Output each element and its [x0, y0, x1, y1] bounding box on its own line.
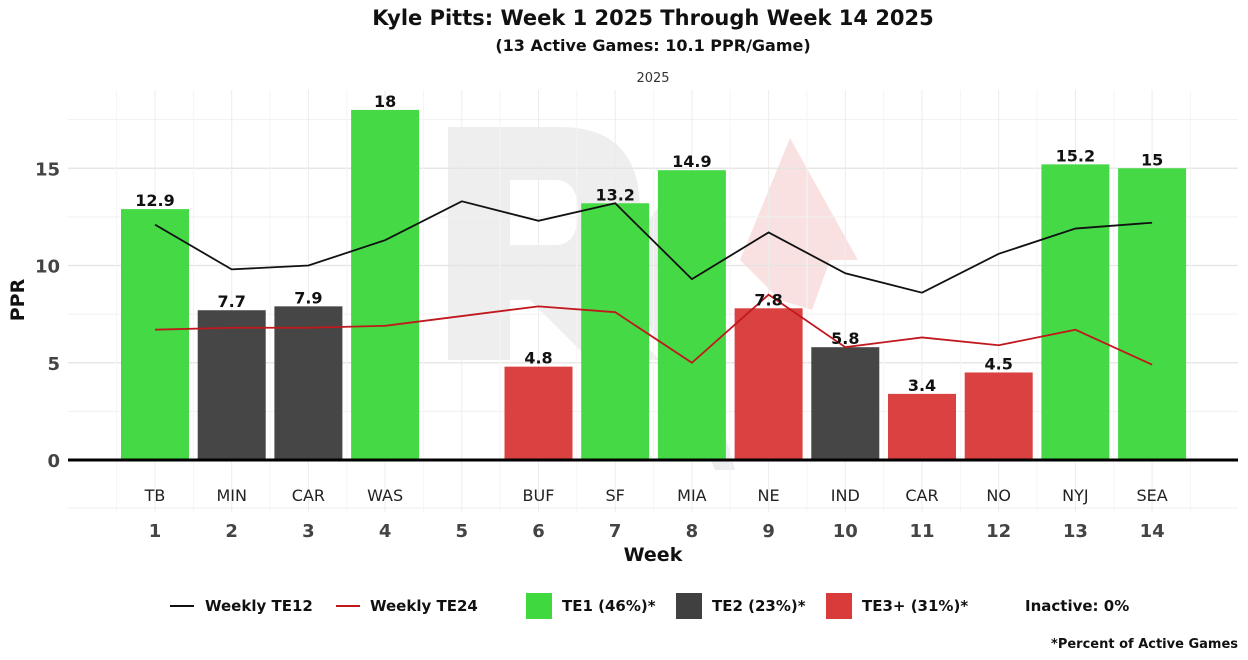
y-tick-label: 0	[47, 451, 60, 472]
x-tick-label: 1	[149, 521, 162, 542]
chart-title: Kyle Pitts: Week 1 2025 Through Week 14 …	[372, 6, 934, 30]
legend-label-weekly-te12: Weekly TE12	[205, 597, 313, 615]
x-tick-label: 11	[909, 521, 934, 542]
legend-key-te1-46	[526, 593, 552, 619]
legend-label-te3-31: TE3+ (31%)*	[862, 597, 968, 615]
x-tick-label: 9	[762, 521, 775, 542]
bar-week-10	[811, 347, 880, 460]
x-axis-ticks: 1 2 3 4 5 6 7 8 9 10 11 12 13 14	[149, 521, 1165, 542]
opponent-label: NE	[758, 486, 780, 505]
bar-label-week-4: 18	[374, 92, 396, 111]
x-tick-label: 14	[1140, 521, 1165, 542]
x-axis-label: Week	[624, 544, 683, 566]
series-line-te24	[154, 293, 1153, 366]
x-tick-label: 13	[1063, 521, 1088, 542]
legend-label-weekly-te24: Weekly TE24	[370, 597, 478, 615]
legend: Weekly TE12 Weekly TE24 TE1 (46%)* TE2 (23%…	[170, 593, 1129, 619]
bar-label-week-2: 7.7	[218, 292, 246, 311]
x-tick-label: 12	[986, 521, 1011, 542]
x-tick-label: 10	[833, 521, 858, 542]
bar-week-9	[734, 308, 803, 460]
opponent-label: WAS	[367, 486, 403, 505]
x-tick-label: 4	[379, 521, 392, 542]
bar-week-1	[121, 209, 189, 460]
y-axis-ticks: 0 5 10 15	[35, 159, 60, 472]
bar-week-14	[1118, 168, 1187, 460]
legend-label-inactive-0: Inactive: 0%	[1025, 597, 1129, 615]
opponent-label: CAR	[292, 486, 325, 505]
y-axis-label: PPR	[7, 278, 29, 321]
y-tick-label: 5	[47, 354, 60, 375]
bar-label-week-7: 13.2	[595, 185, 634, 204]
legend-key-te2-23	[676, 593, 702, 619]
bar-week-2	[197, 310, 266, 460]
x-tick-label: 5	[456, 521, 469, 542]
bar-label-week-10: 5.8	[831, 329, 859, 348]
bar-label-week-9: 7.8	[754, 290, 782, 309]
bar-label-week-3: 7.9	[294, 288, 322, 307]
bar-week-13	[1041, 164, 1110, 461]
x-tick-label: 2	[225, 521, 238, 542]
bar-label-week-14: 15	[1141, 150, 1163, 169]
x-tick-label: 6	[532, 521, 545, 542]
opponent-label: IND	[831, 486, 860, 505]
footnote: *Percent of Active Games	[1051, 637, 1238, 652]
legend-label-te1-46: TE1 (46%)*	[562, 597, 656, 615]
opponent-label: SEA	[1136, 486, 1167, 505]
bar-label-week-12: 4.5	[985, 354, 1013, 373]
opponent-label: NO	[986, 486, 1011, 505]
bar-week-4	[351, 109, 420, 461]
bar-label-week-1: 12.9	[135, 191, 174, 210]
bar-label-week-13: 15.2	[1056, 146, 1095, 165]
x-tick-label: 8	[686, 521, 699, 542]
bar-week-11	[888, 393, 956, 460]
bar-week-3	[274, 306, 343, 460]
bar-week-12	[964, 372, 1033, 460]
bar-label-week-11: 3.4	[908, 376, 936, 395]
legend-label-te2-23: TE2 (23%)*	[712, 597, 806, 615]
opponent-label: MIN	[216, 486, 247, 505]
y-tick-label: 10	[35, 257, 60, 278]
opponent-label: SF	[606, 486, 625, 505]
bar-label-week-6: 4.8	[524, 349, 552, 368]
x-tick-label: 7	[609, 521, 622, 542]
bars	[68, 109, 1238, 462]
x-tick-label: 3	[302, 521, 315, 542]
bar-value-labels: 12.9 7.7 7.9 18 4.8 13.2 14.9 7.8 5.8 3.4 4.5 15.2 1…	[135, 92, 1163, 395]
series-line-te12	[154, 200, 1153, 294]
opponent-labels: TB MIN CAR WAS BUF SF MIA NE IND CAR NO NYJ SEA	[144, 486, 1168, 505]
bar-week-6	[504, 366, 573, 460]
bar-label-week-8: 14.9	[672, 152, 711, 171]
opponent-label: TB	[144, 486, 166, 505]
opponent-label: MIA	[677, 486, 707, 505]
opponent-label: CAR	[905, 486, 938, 505]
y-tick-label: 15	[35, 159, 60, 180]
facet-label: 2025	[636, 71, 669, 86]
chart-subtitle: (13 Active Games: 10.1 PPR/Game)	[495, 36, 810, 55]
bar-week-8	[657, 170, 726, 460]
bar-week-7	[581, 203, 650, 460]
opponent-label: BUF	[523, 486, 555, 505]
series-lines	[154, 200, 1153, 366]
opponent-label: NYJ	[1062, 486, 1088, 505]
legend-key-te3-31	[826, 593, 852, 619]
